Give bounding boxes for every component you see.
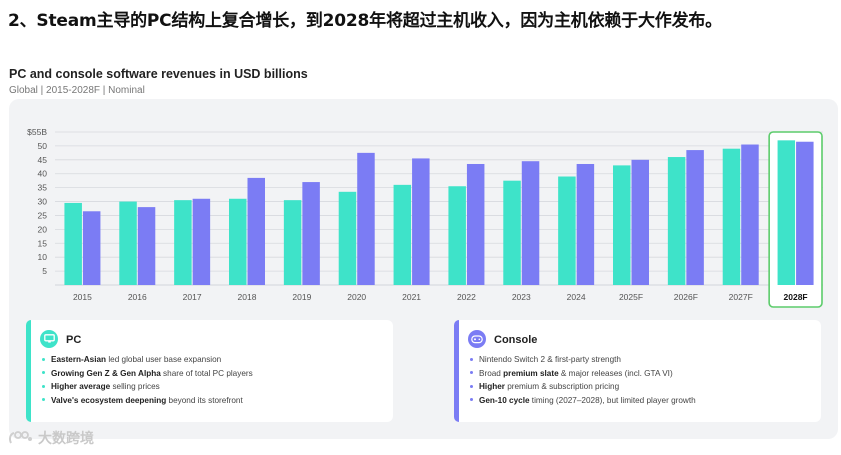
y-tick-label: 5 (42, 266, 47, 276)
console-bar (631, 159, 649, 285)
pc-bar (448, 186, 466, 285)
pc-bar (283, 200, 302, 285)
pc-bar (777, 140, 796, 285)
x-tick-label: 2017 (183, 292, 202, 302)
pc-bullet: Eastern-Asian led global user base expan… (42, 353, 253, 367)
console-drivers-card: Console Nintendo Switch 2 & first-party … (454, 320, 821, 422)
watermark: 大数跨境 (8, 428, 94, 448)
x-tick-label: 2024 (567, 292, 586, 302)
console-bar (686, 150, 704, 285)
console-bullet: Higher premium & subscription pricing (470, 380, 696, 394)
pc-bullet-list: Eastern-Asian led global user base expan… (42, 353, 253, 407)
y-tick-label: $55B (27, 127, 47, 137)
pc-bar (503, 180, 521, 285)
console-bar (466, 163, 485, 285)
x-tick-label: 2028F (784, 292, 808, 302)
x-tick-label: 2027F (729, 292, 753, 302)
console-card-title: Console (494, 334, 538, 346)
y-tick-label: 35 (38, 183, 48, 193)
console-bar (247, 177, 265, 285)
x-tick-label: 2019 (292, 292, 311, 302)
y-tick-label: 45 (38, 155, 48, 165)
x-tick-label: 2020 (347, 292, 366, 302)
gamepad-icon (468, 330, 486, 348)
pc-bullet: Valve's ecosystem deepening beyond its s… (42, 394, 253, 408)
pc-bar (613, 165, 631, 285)
x-tick-label: 2018 (238, 292, 257, 302)
x-tick-label: 2025F (619, 292, 643, 302)
console-card-stripe (454, 320, 459, 422)
x-tick-label: 2026F (674, 292, 698, 302)
console-bar (137, 207, 156, 285)
console-bar (741, 144, 759, 285)
y-tick-label: 15 (38, 238, 48, 248)
x-tick-label: 2023 (512, 292, 531, 302)
pc-bar (338, 191, 357, 285)
pc-bar (558, 176, 576, 285)
highlight-box (768, 131, 823, 308)
pc-card-stripe (26, 320, 31, 422)
pc-bar (64, 202, 82, 285)
pc-bullet: Higher average selling prices (42, 380, 253, 394)
chart-title: PC and console software revenues in USD … (9, 67, 308, 81)
revenue-bar-chart: 5 10 15 20 25 30 35 40 45 50 $55B 2015 2016 2017 2018 2… (27, 127, 823, 308)
console-bar (357, 152, 375, 285)
console-bar (796, 141, 814, 285)
console-bar (576, 163, 595, 285)
pc-bar (229, 198, 247, 285)
x-tick-label: 2022 (457, 292, 476, 302)
y-tick-label: 20 (38, 224, 48, 234)
console-bar (82, 211, 101, 285)
x-tick-label: 2016 (128, 292, 147, 302)
pc-monitor-icon (40, 330, 58, 348)
pc-bar (119, 201, 137, 285)
pc-bar (393, 184, 412, 285)
page-headline: 2、Steam主导的PC结构上复合增长，到2028年将超过主机收入，因为主机依赖… (8, 11, 722, 31)
console-bar (302, 182, 320, 285)
console-bullet: Nintendo Switch 2 & first-party strength (470, 353, 696, 367)
console-bar (192, 198, 211, 285)
x-tick-label: 2021 (402, 292, 421, 302)
console-bar (521, 161, 540, 285)
chart-subtitle: Global | 2015-2028F | Nominal (9, 85, 145, 96)
watermark-text: 大数跨境 (38, 431, 94, 447)
pc-card-title: PC (66, 334, 82, 346)
y-tick-label: 30 (38, 197, 48, 207)
y-tick-label: 25 (38, 210, 48, 220)
pc-drivers-card: PC Eastern-Asian led global user base ex… (26, 320, 393, 422)
console-bullet: Broad premium slate & major releases (in… (470, 367, 696, 381)
pc-bullet: Growing Gen Z & Gen Alpha share of total… (42, 367, 253, 381)
console-bar (412, 158, 430, 285)
console-bullet-list: Nintendo Switch 2 & first-party strength… (470, 353, 696, 407)
pc-bar (174, 200, 192, 285)
pc-bar (722, 148, 741, 285)
x-tick-label: 2015 (73, 292, 92, 302)
y-tick-label: 10 (38, 252, 48, 262)
console-bullet: Gen-10 cycle timing (2027–2028), but lim… (470, 394, 696, 408)
y-tick-label: 40 (38, 169, 48, 179)
pc-bar (667, 157, 686, 285)
y-tick-label: 50 (38, 141, 48, 151)
watermark-logo-icon (9, 431, 32, 444)
